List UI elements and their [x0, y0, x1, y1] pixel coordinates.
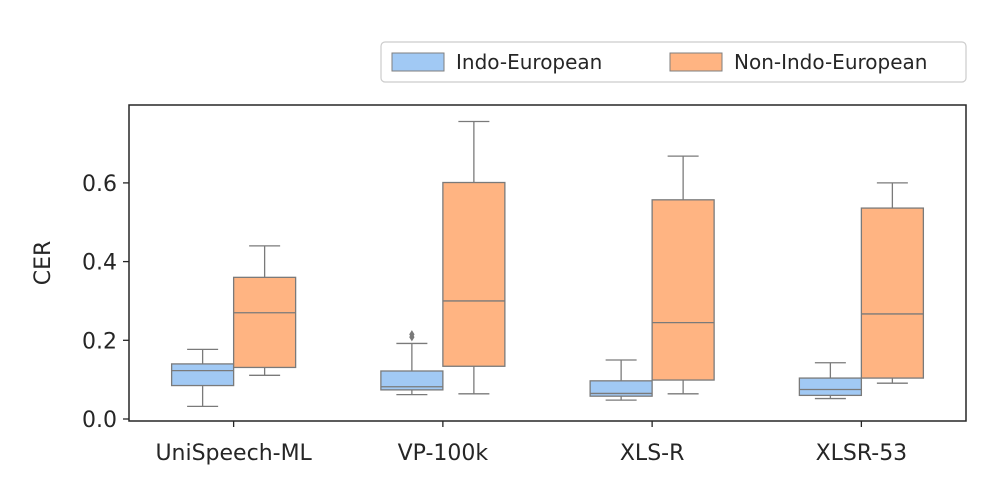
legend-swatch-non-indo-european — [669, 52, 723, 72]
iqr-box — [442, 181, 506, 367]
legend-label-indo-european: Indo-European — [456, 50, 602, 74]
box-xls-r-non-indo-european — [651, 155, 715, 395]
iqr-box — [860, 207, 925, 379]
iqr-box — [380, 370, 444, 391]
iqr-box — [798, 377, 863, 397]
y-axis: 0.0 0.2 0.4 0.6 — [82, 172, 129, 433]
x-axis: UniSpeech-ML VP-100k XLS-R XLSR-53 — [155, 421, 907, 466]
iqr-box — [651, 199, 715, 381]
plot-area — [170, 120, 925, 408]
x-tick-label: XLS-R — [620, 441, 685, 466]
y-tick-label: 0.2 — [82, 329, 117, 354]
box-xlsr-53-non-indo-european — [860, 182, 925, 384]
x-tick-label: XLSR-53 — [816, 441, 908, 466]
y-tick-label: 0.0 — [82, 408, 117, 433]
outlier-point — [409, 330, 415, 339]
box-unispeech-ml-indo-european — [170, 348, 235, 408]
iqr-box — [589, 380, 653, 397]
box-vp-100k-non-indo-european — [442, 120, 506, 395]
x-tick-label: UniSpeech-ML — [155, 441, 312, 466]
y-tick-label: 0.6 — [82, 172, 117, 197]
legend: Indo-European Non-Indo-European — [380, 41, 967, 83]
y-tick-label: 0.4 — [82, 251, 117, 276]
box-vp-100k-indo-european — [380, 330, 444, 396]
y-axis-title: CER — [31, 241, 56, 286]
iqr-box — [232, 276, 297, 369]
x-tick-label: VP-100k — [398, 441, 489, 466]
legend-label-non-indo-european: Non-Indo-European — [734, 50, 927, 74]
box-unispeech-ml-non-indo-european — [232, 245, 297, 376]
plot-frame — [128, 104, 967, 422]
box-xls-r-indo-european — [589, 359, 653, 401]
iqr-box — [170, 363, 235, 387]
box-xlsr-53-indo-european — [798, 362, 863, 400]
legend-swatch-indo-european — [391, 52, 445, 72]
